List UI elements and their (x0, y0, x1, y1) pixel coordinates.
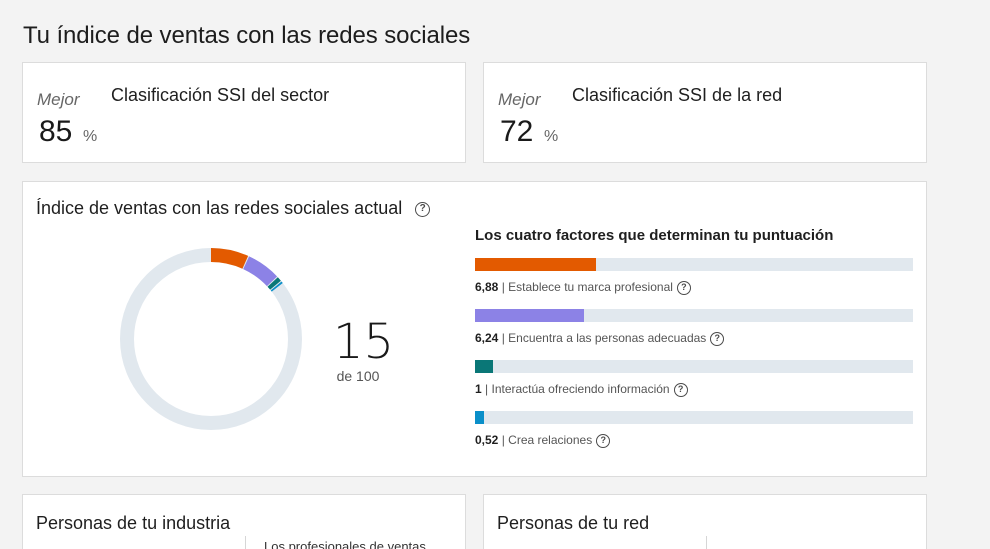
people-industry-subtitle: Los profesionales de ventas (264, 539, 426, 549)
factor-value: 0,52 (475, 433, 499, 447)
page-title: Tu índice de ventas con las redes social… (23, 22, 471, 49)
factor-brand: 6,88 | Establece tu marca profesional? (475, 258, 913, 295)
factor-people: 6,24 | Encuentra a las personas adecuada… (475, 309, 913, 346)
factor-bar-fill (475, 309, 585, 322)
factor-caption: 6,88 | Establece tu marca profesional? (475, 280, 913, 295)
factor-bar-fill (475, 411, 485, 424)
network-rank-value: 72 (500, 115, 534, 148)
donut-segment-0 (120, 248, 302, 430)
industry-rank-label: Mejor (37, 90, 80, 109)
divider (245, 536, 246, 549)
factor-relationships: 0,52 | Crea relaciones? (475, 411, 913, 448)
network-rank-unit: % (544, 128, 559, 145)
help-icon[interactable]: ? (676, 280, 691, 295)
factor-bar-track (475, 309, 913, 322)
help-icon[interactable]: ? (710, 331, 725, 346)
people-industry-title: Personas de tu industria (36, 513, 231, 533)
factors-heading: Los cuatro factores que determinan tu pu… (475, 227, 834, 244)
factor-label: | Encuentra a las personas adecuadas (501, 331, 707, 345)
factor-bar-track (475, 411, 913, 424)
network-rank-title: Clasificación SSI de la red (572, 85, 783, 105)
donut-segments (120, 248, 302, 430)
ssi-card: Índice de ventas con las redes sociales … (22, 181, 927, 477)
industry-rank-card: Mejor 85 % Clasificación SSI del sector (22, 62, 466, 163)
factor-value: 6,88 (475, 280, 499, 294)
industry-rank-value: 85 (39, 115, 73, 148)
factor-bar-fill (475, 258, 596, 271)
ssi-title: Índice de ventas con las redes sociales … (36, 198, 431, 219)
factor-bar-track (475, 360, 913, 373)
factor-label: | Crea relaciones (501, 433, 593, 447)
ssi-donut-chart (120, 248, 302, 430)
ssi-score-of: de 100 (336, 368, 380, 384)
help-icon[interactable]: ? (415, 201, 431, 217)
factor-value: 1 (475, 382, 482, 396)
ssi-score: 15 (333, 314, 395, 370)
factor-caption: 6,24 | Encuentra a las personas adecuada… (475, 331, 913, 346)
network-rank-label: Mejor (498, 90, 541, 109)
help-icon[interactable]: ? (673, 382, 688, 397)
people-network-title: Personas de tu red (497, 513, 650, 533)
factor-bar-track (475, 258, 913, 271)
help-icon[interactable]: ? (596, 433, 611, 448)
factor-caption: 0,52 | Crea relaciones? (475, 433, 913, 448)
factor-label: | Establece tu marca profesional (501, 280, 673, 294)
factor-bar-fill (475, 360, 493, 373)
people-industry-card: Personas de tu industria Los profesional… (22, 494, 466, 549)
network-rank-card: Mejor 72 % Clasificación SSI de la red (483, 62, 927, 163)
factor-label: | Interactúa ofreciendo información (485, 382, 670, 396)
factor-value: 6,24 (475, 331, 499, 345)
people-network-card: Personas de tu red (483, 494, 927, 549)
divider (706, 536, 707, 549)
factor-caption: 1 | Interactúa ofreciendo información? (475, 382, 913, 397)
industry-rank-unit: % (83, 128, 98, 145)
factor-engage: 1 | Interactúa ofreciendo información? (475, 360, 913, 397)
ssi-title-text: Índice de ventas con las redes sociales … (36, 198, 403, 218)
industry-rank-title: Clasificación SSI del sector (111, 85, 330, 105)
